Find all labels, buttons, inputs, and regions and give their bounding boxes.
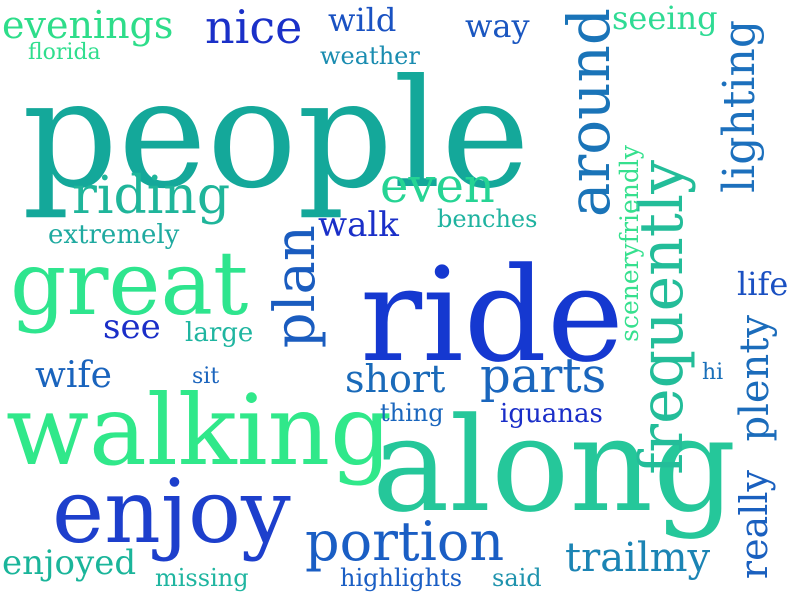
word-people: people xyxy=(22,48,530,222)
word-parts: parts xyxy=(480,348,607,404)
word-hi: hi xyxy=(702,360,724,385)
word-thing: thing xyxy=(380,399,444,427)
word-large: large xyxy=(185,318,254,348)
word-seeing: seeing xyxy=(612,0,718,37)
word-missing: missing xyxy=(155,564,249,592)
word-sceneryfriendly: sceneryfriendly xyxy=(615,145,644,342)
word-said: said xyxy=(492,564,542,592)
word-enjoy: enjoy xyxy=(52,460,291,563)
word-lighting: lighting xyxy=(714,20,765,193)
word-walk: walk xyxy=(318,205,399,245)
word-see: see xyxy=(103,307,161,347)
word-evenings: evenings xyxy=(2,3,174,47)
word-extremely: extremely xyxy=(48,220,180,250)
word-wild: wild xyxy=(328,1,397,39)
word-ride: ride xyxy=(360,239,624,391)
word-walking: walking xyxy=(6,374,393,487)
word-benches: benches xyxy=(437,205,538,233)
word-really: really xyxy=(732,470,776,580)
word-way: way xyxy=(465,7,530,45)
word-plenty: plenty xyxy=(732,315,778,442)
word-nice: nice xyxy=(205,0,303,54)
word-trailmy: trailmy xyxy=(565,535,711,581)
word-weather: weather xyxy=(320,42,420,70)
word-around: around xyxy=(555,8,623,218)
word-wife: wife xyxy=(35,355,112,396)
word-highlights: highlights xyxy=(340,564,463,592)
word-along: along xyxy=(372,389,737,541)
word-plan: plan xyxy=(263,225,328,349)
word-portion: portion xyxy=(305,510,505,573)
word-enjoyed: enjoyed xyxy=(2,543,137,583)
word-iguanas: iguanas xyxy=(500,399,603,429)
word-sit: sit xyxy=(192,364,220,389)
word-riding: riding xyxy=(72,166,231,226)
word-great: great xyxy=(10,232,249,335)
word-life: life xyxy=(737,265,789,303)
word-florida: florida xyxy=(28,40,101,65)
word-short: short xyxy=(345,357,446,401)
word-even: even xyxy=(380,158,495,214)
